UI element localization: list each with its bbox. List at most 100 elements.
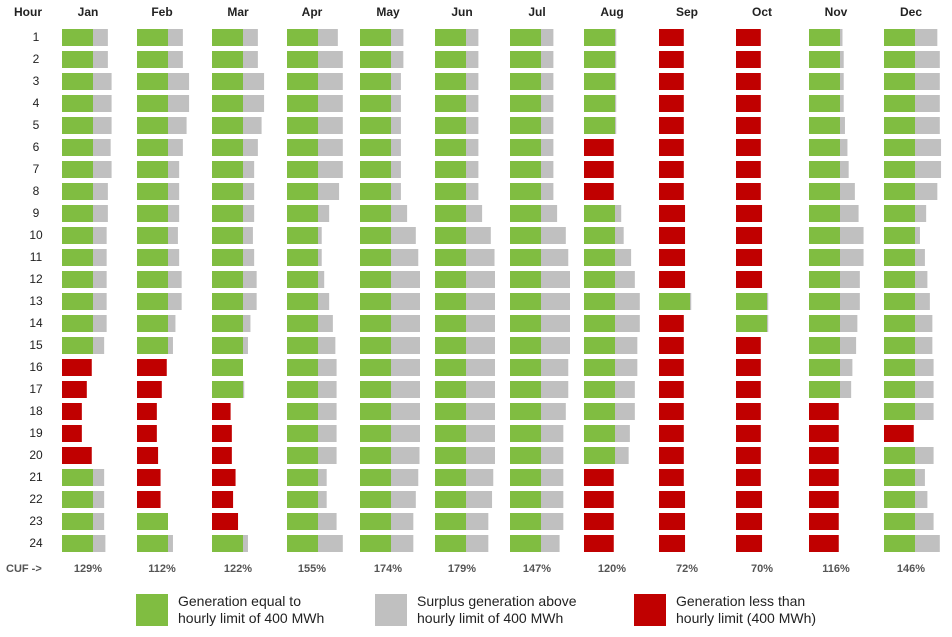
bar-aug-h11-surplus	[615, 249, 632, 266]
bar-dec-h24-surplus	[915, 535, 940, 552]
bar-oct-h14-full	[736, 315, 767, 332]
month-header-feb: Feb	[151, 5, 172, 19]
bar-mar-h3-full	[212, 73, 243, 90]
bar-mar-h2-full	[212, 51, 243, 68]
bar-jun-h3-full	[435, 73, 466, 90]
bar-jul-h6-full	[510, 139, 541, 156]
bar-jul-h10-surplus	[541, 227, 566, 244]
bar-jul-h5-full	[510, 117, 541, 134]
bar-jul-h21-surplus	[541, 469, 564, 486]
bar-mar-h21-deficit	[212, 469, 236, 486]
bar-dec-h1-surplus	[915, 29, 938, 46]
bar-jul-h18-surplus	[541, 403, 566, 420]
bar-mar-h11-full	[212, 249, 243, 266]
bar-mar-h17-full	[212, 381, 243, 398]
bar-nov-h18-deficit	[809, 403, 839, 420]
bar-apr-h3-full	[287, 73, 318, 90]
hour-label-8: 8	[33, 184, 40, 198]
bar-aug-h20-surplus	[615, 447, 629, 464]
hour-label-19: 19	[29, 426, 43, 440]
bar-jun-h14-full	[435, 315, 466, 332]
bar-dec-h22-surplus	[915, 491, 928, 508]
bar-jun-h10-surplus	[466, 227, 491, 244]
bar-may-h12-surplus	[391, 271, 420, 288]
bar-feb-h1-surplus	[168, 29, 183, 46]
bar-oct-h2-deficit	[736, 51, 761, 68]
bar-jan-h5-surplus	[93, 117, 112, 134]
bar-mar-h7-surplus	[243, 161, 255, 178]
bar-jun-h4-surplus	[466, 95, 479, 112]
bar-aug-h24-deficit	[584, 535, 614, 552]
hour-label-3: 3	[33, 74, 40, 88]
bar-nov-h2-surplus	[840, 51, 844, 68]
bar-apr-h18-full	[287, 403, 318, 420]
bar-jan-h15-surplus	[93, 337, 105, 354]
bar-jun-h11-surplus	[466, 249, 495, 266]
bar-oct-h13-full	[736, 293, 767, 310]
bar-nov-h10-surplus	[840, 227, 864, 244]
month-header-may: May	[376, 5, 400, 19]
hour-label-21: 21	[29, 470, 43, 484]
bar-jun-h4-full	[435, 95, 466, 112]
bar-aug-h20-full	[584, 447, 615, 464]
bar-jun-h5-full	[435, 117, 466, 134]
hour-label-22: 22	[29, 492, 43, 506]
bar-dec-h8-surplus	[915, 183, 938, 200]
bar-aug-h12-surplus	[615, 271, 635, 288]
bar-may-h20-surplus	[391, 447, 420, 464]
bar-apr-h9-surplus	[318, 205, 330, 222]
bar-jun-h12-full	[435, 271, 466, 288]
bar-aug-h15-surplus	[615, 337, 638, 354]
bar-apr-h20-full	[287, 447, 318, 464]
bar-aug-h4-surplus	[615, 95, 617, 112]
bar-jan-h1-full	[62, 29, 93, 46]
hour-label-11: 11	[30, 250, 43, 264]
bar-jan-h15-full	[62, 337, 93, 354]
bar-sep-h3-deficit	[659, 73, 684, 90]
bar-may-h23-surplus	[391, 513, 414, 530]
cuf-value-nov: 116%	[822, 563, 850, 575]
bar-aug-h15-full	[584, 337, 615, 354]
bar-jan-h24-surplus	[93, 535, 106, 552]
bar-sep-h12-deficit	[659, 271, 686, 288]
bar-may-h18-surplus	[391, 403, 420, 420]
hour-label-13: 13	[29, 294, 43, 308]
bar-jan-h16-deficit	[62, 359, 92, 376]
bar-apr-h23-surplus	[318, 513, 337, 530]
bar-may-h3-surplus	[391, 73, 401, 90]
bar-jul-h11-surplus	[541, 249, 569, 266]
bar-may-h2-surplus	[391, 51, 404, 68]
bar-mar-h23-deficit	[212, 513, 239, 530]
bar-dec-h6-surplus	[915, 139, 942, 156]
bar-may-h13-full	[360, 293, 391, 310]
bar-jul-h20-full	[510, 447, 541, 464]
bar-dec-h14-full	[884, 315, 915, 332]
month-header-mar: Mar	[227, 5, 249, 19]
bar-oct-h12-deficit	[736, 271, 763, 288]
bar-jan-h21-surplus	[93, 469, 105, 486]
bar-dec-h9-surplus	[915, 205, 927, 222]
bar-aug-h17-full	[584, 381, 615, 398]
hour-label-12: 12	[29, 272, 43, 286]
bar-sep-h6-deficit	[659, 139, 684, 156]
bar-jan-h8-full	[62, 183, 93, 200]
bar-aug-h22-deficit	[584, 491, 614, 508]
bar-apr-h7-full	[287, 161, 318, 178]
bar-oct-h6-deficit	[736, 139, 761, 156]
bar-apr-h22-full	[287, 491, 318, 508]
bar-jun-h23-surplus	[466, 513, 489, 530]
bar-may-h1-surplus	[391, 29, 404, 46]
bar-nov-h16-full	[809, 359, 840, 376]
bar-apr-h4-surplus	[318, 95, 343, 112]
bar-jul-h15-surplus	[541, 337, 570, 354]
bar-dec-h12-full	[884, 271, 915, 288]
bar-feb-h15-surplus	[168, 337, 173, 354]
bar-nov-h17-surplus	[840, 381, 852, 398]
bar-aug-h8-deficit	[584, 183, 614, 200]
bar-jan-h9-surplus	[93, 205, 108, 222]
bar-sep-h1-deficit	[659, 29, 684, 46]
legend-item-full: Generation equal to hourly limit of 400 …	[136, 588, 324, 632]
bar-nov-h22-deficit	[809, 491, 839, 508]
bar-apr-h10-full	[287, 227, 318, 244]
bar-jan-h18-deficit	[62, 403, 82, 420]
